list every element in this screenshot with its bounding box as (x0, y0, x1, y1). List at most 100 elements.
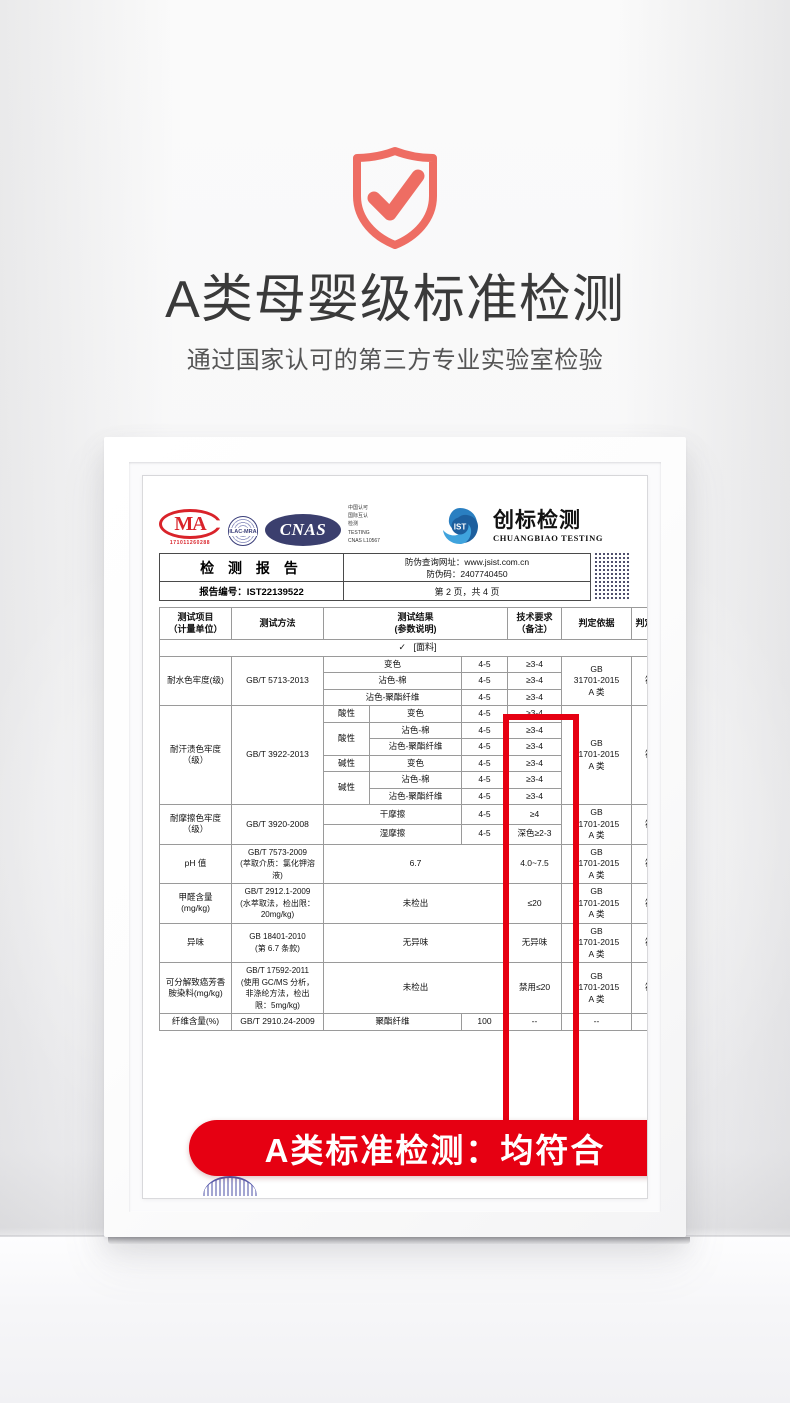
cnas-side-line-2: 国际互认 (348, 513, 369, 520)
cell-result: 未检出 (323, 883, 508, 924)
cell-result: 未检出 (323, 962, 508, 1014)
cell-req: ≥4 (507, 804, 562, 825)
col-header-result: 测试结果 (参数说明) (323, 607, 508, 640)
cell-value: 4-5 (461, 721, 508, 739)
table-row: 沾色-聚酯纤维 4-5 ≥3-4 (160, 787, 648, 805)
cell-conclusion: -- (631, 1013, 647, 1031)
table-row: 纤维含量(%) GB/T 2910.24-2009 聚酯纤维 100 -- --… (159, 1013, 647, 1031)
cell-value: 4-5 (461, 672, 508, 690)
cell-group: 酸性 (323, 721, 370, 756)
cell-subname: 沾色-聚酯纤维 (369, 787, 462, 805)
ist-swirl-logo-icon: IST (440, 506, 480, 546)
table-row: 耐摩擦色牢度 （级） GB/T 3920-2008 干摩擦 4-5 ≥4 GB … (159, 804, 647, 845)
table-row: 耐汗渍色牢度 （级） GB/T 3922-2013 酸性 变色 4-5 ≥3-4… (159, 705, 647, 805)
table-row: 碱性 变色 4-5 ≥3-4 (160, 754, 648, 772)
cnas-side-line-1: 中国认可 (348, 504, 369, 511)
cell-method: GB/T 7573-2009 (萃取介质：氯化钾溶 液) (231, 843, 324, 884)
cell-method: GB/T 17592-2011 (使用 GC/MS 分析， 非涤纶方法，检出 限… (231, 962, 324, 1014)
cell-req: ≤20 (507, 883, 562, 924)
cell-subname: 沾色-棉 (369, 721, 462, 739)
cell-req: 无异味 (507, 922, 562, 963)
cell-req: 深色≥2-3 (507, 823, 562, 845)
cnas-logo-icon: CNAS (265, 514, 341, 546)
ilac-mra-logo-icon: ILAC-MRA (228, 516, 258, 546)
cell-value: 4-5 (461, 655, 508, 673)
cell-req: ≥3-4 (507, 688, 562, 706)
cell-subname: 变色 (369, 754, 462, 772)
cell-result: 无异味 (323, 922, 508, 963)
cell-subname: 沾色-聚酯纤维 (369, 738, 462, 756)
cell-req: 4.0~7.5 (507, 843, 562, 884)
cell-basis: -- (561, 1013, 632, 1031)
test-results-table: 测试项目 （计量单位） 测试方法 测试结果 (参数说明) 技术要求 （备注） (159, 607, 647, 1031)
cell-subname: 干摩擦 (323, 804, 462, 825)
cell-subname: 湿摩擦 (323, 823, 462, 845)
col-header-method: 测试方法 (231, 607, 324, 640)
shield-check-icon (0, 146, 790, 250)
cell-subname: 变色 (369, 705, 462, 723)
cell-method: GB 18401-2010 (第 6.7 条款) (231, 922, 324, 963)
cell-item: 甲醛含量 (mg/kg) (159, 883, 232, 924)
cell-item: 耐摩擦色牢度 （级） (159, 804, 232, 845)
svg-text:IST: IST (454, 523, 467, 532)
certificate-document: MA 171011260288 ILAC-MRA CNAS 中国认可 国际互认 … (143, 476, 647, 1198)
photo-frame: MA 171011260288 ILAC-MRA CNAS 中国认可 国际互认 … (104, 437, 690, 1244)
page-subtitle: 通过国家认可的第三方专业实验室检验 (186, 347, 604, 375)
cell-method: GB/T 2910.24-2009 (231, 1013, 324, 1031)
col-header-basis: 判定依据 (561, 607, 632, 640)
cell-subname: 沾色-棉 (369, 771, 462, 789)
page-info: 第 2 页，共 4 页 (344, 581, 590, 600)
category-check-icon: ✓ (398, 642, 406, 652)
hero-section: A类母婴级标准检测 通过国家认可的第三方专业实验室检验 (0, 0, 790, 375)
cell-group: 碱性 (323, 771, 370, 805)
cell-req: ≥3-4 (507, 771, 562, 789)
ilac-mra-label: ILAC-MRA (229, 528, 257, 536)
cell-basis: GB 31701-2015 A 类 (561, 655, 632, 706)
cell-basis: GB 31701-2015 A 类 (561, 804, 632, 845)
cell-conclusion: 符合 (631, 962, 647, 1014)
cnas-side-text: 中国认可 国际互认 检测 TESTING CNAS L10567 (348, 505, 380, 546)
cell-method: GB/T 3920-2008 (231, 804, 324, 845)
cell-item: 耐汗渍色牢度 （级） (159, 705, 232, 805)
category-label: [面料] (413, 642, 437, 652)
table-row: 可分解致癌芳香 胺染料(mg/kg) GB/T 17592-2011 (使用 G… (159, 962, 647, 1014)
cnas-side-line-3: 检测 (348, 521, 359, 528)
cell-basis: GB 31701-2015 A 类 (561, 883, 632, 924)
lab-brand: IST 创标检测 CHUANGBIAO TESTING (440, 506, 603, 546)
table-row: 异味 GB 18401-2010 (第 6.7 条款) 无异味 无异味 GB 3… (159, 922, 647, 963)
floor-background (0, 1237, 790, 1403)
anti-fake-code: 防伪码：2407740450 (426, 568, 508, 579)
cell-req: ≥3-4 (507, 721, 562, 739)
cnas-side-line-5: CNAS L10567 (348, 537, 380, 544)
page-title: A类母婴级标准检测 (165, 271, 625, 329)
cell-conclusion: 符合 (631, 883, 647, 924)
anti-fake-info: 防伪查询网址：www.jsist.com.cn 防伪码：2407740450 (344, 554, 590, 581)
anti-fake-url: 防伪查询网址：www.jsist.com.cn (404, 556, 530, 567)
report-title: 检 测 报 告 (200, 559, 303, 576)
cell-subname: 沾色-聚酯纤维 (323, 688, 462, 706)
cell-value: 4-5 (461, 705, 508, 723)
report-number: 报告编号：IST22139522 (160, 581, 343, 600)
cell-value: 4-5 (461, 688, 508, 706)
cell-value: 4-5 (461, 771, 508, 789)
cell-item: pH 值 (159, 843, 232, 884)
table-row: 沾色-棉 4-5 ≥3-4 (160, 672, 648, 690)
cell-group: 碱性 (323, 754, 370, 772)
accreditation-logos: MA 171011260288 ILAC-MRA CNAS 中国认可 国际互认 … (159, 494, 631, 546)
cell-subname: 沾色-棉 (323, 672, 462, 690)
ma-logo-icon: MA 171011260288 (159, 509, 221, 546)
table-row: pH 值 GB/T 7573-2009 (萃取介质：氯化钾溶 液) 6.7 4.… (159, 843, 647, 884)
cell-result-name: 聚酯纤维 (323, 1013, 462, 1031)
report-header: 检 测 报 告 报告编号：IST22139522 防伪查询网址：www.jsis… (159, 553, 631, 601)
cell-method: GB/T 2912.1-2009 (水萃取法，检出限： 20mg/kg) (231, 883, 324, 924)
table-row: 甲醛含量 (mg/kg) GB/T 2912.1-2009 (水萃取法，检出限：… (159, 883, 647, 924)
table-row: 酸性 沾色-棉 4-5 ≥3-4 (160, 721, 648, 756)
cell-basis: GB 31701-2015 A 类 (561, 843, 632, 884)
lab-name-en: CHUANGBIAO TESTING (492, 533, 604, 544)
cell-req: ≥3-4 (507, 705, 562, 723)
table-header-row: 测试项目 （计量单位） 测试方法 测试结果 (参数说明) 技术要求 （备注） (159, 607, 647, 640)
report-meta-box: 防伪查询网址：www.jsist.com.cn 防伪码：2407740450 第… (344, 553, 591, 601)
qr-code-icon (595, 553, 631, 601)
cell-basis: GB 31701-2015 A 类 (561, 962, 632, 1014)
cell-conclusion: 符合 (631, 922, 647, 963)
